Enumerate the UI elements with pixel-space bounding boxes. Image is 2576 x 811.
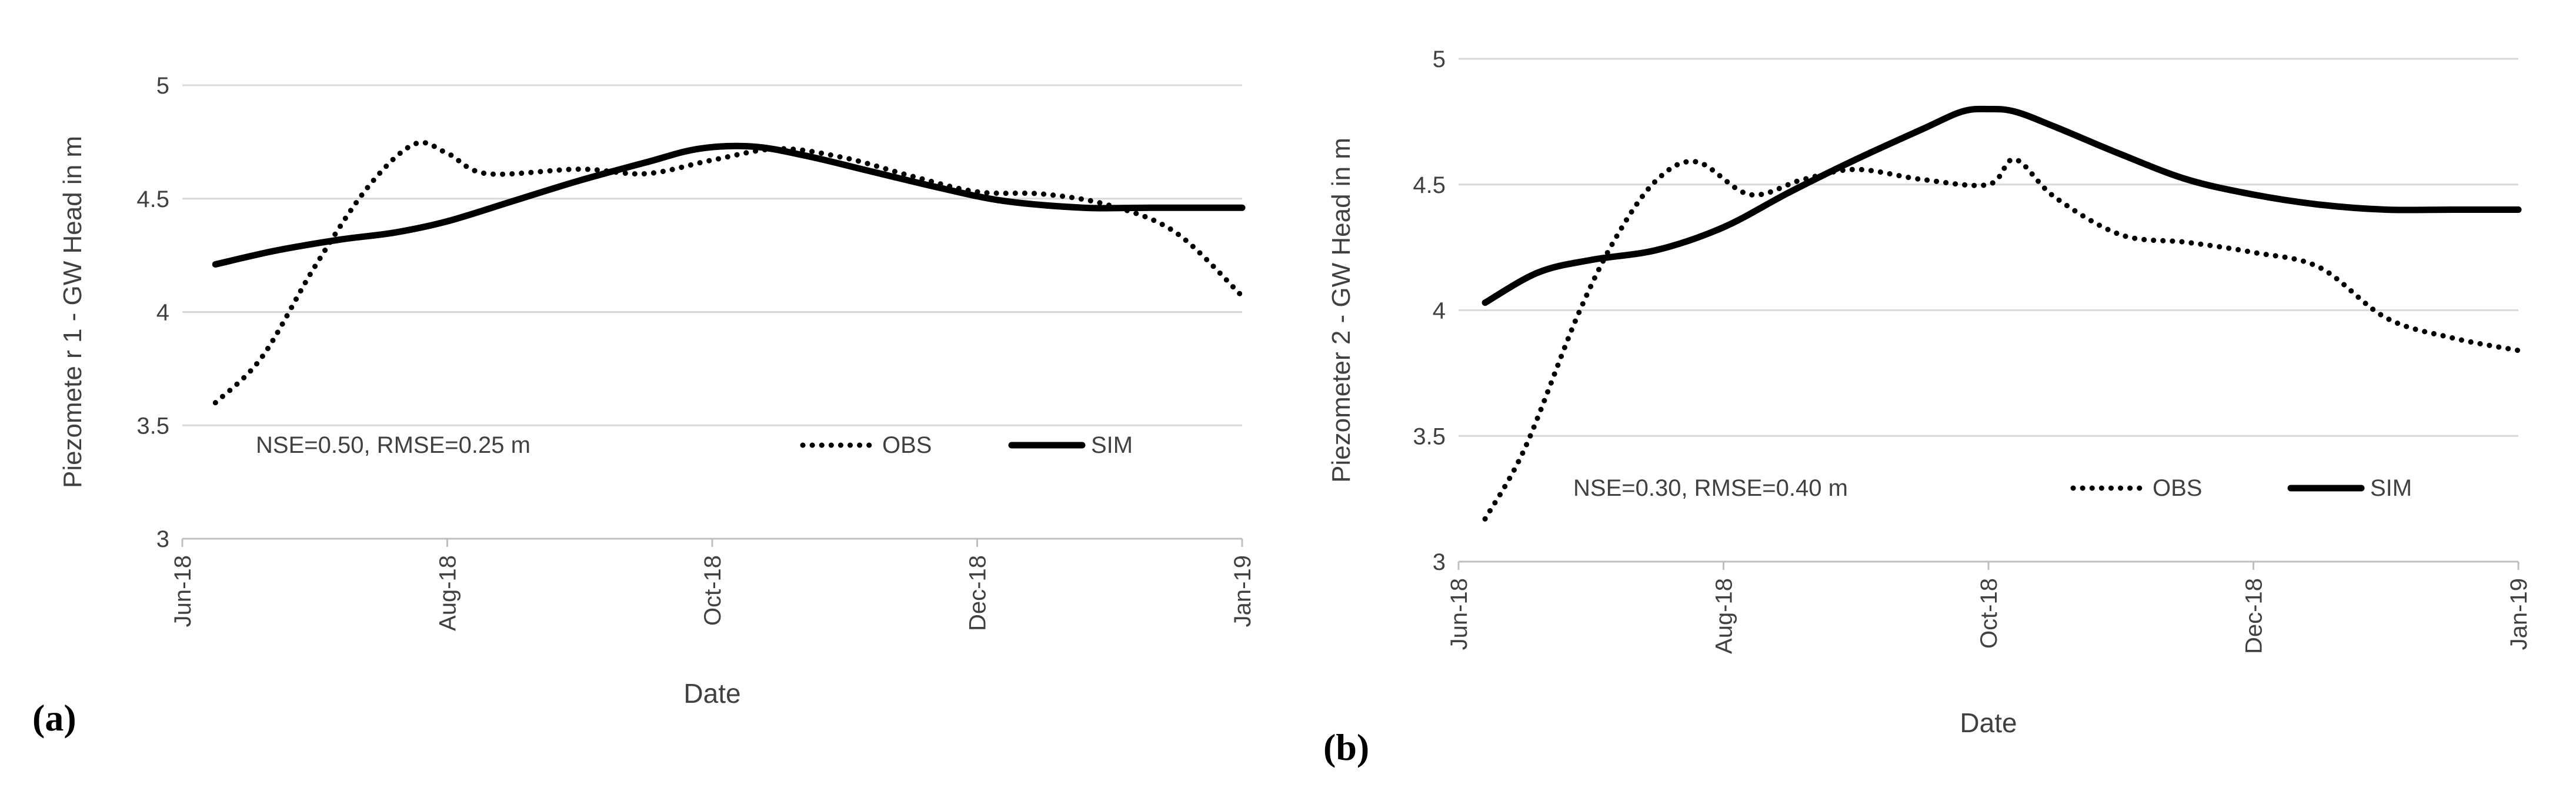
y-axis-title: Piezometer 2 - GW Head in m	[1327, 138, 1356, 483]
legend-label-sim: SIM	[2370, 475, 2412, 501]
stats-annotation: NSE=0.30, RMSE=0.40 m	[1573, 475, 1848, 501]
y-axis-title: Piezomete r 1 - GW Head in m	[58, 136, 87, 488]
series-line-sim	[1481, 105, 2522, 306]
y-tick-label: 3.5	[136, 413, 169, 439]
y-tick-label: 5	[156, 73, 169, 99]
series-line-obs	[1482, 156, 2521, 522]
stats-annotation: NSE=0.50, RMSE=0.25 m	[256, 432, 530, 458]
y-tick-label: 4.5	[1413, 172, 1446, 198]
x-tick-label: Oct-18	[1976, 578, 2002, 649]
y-tick-label: 5	[1433, 46, 1446, 72]
x-tick-label: Aug-18	[1711, 578, 1737, 654]
y-tick-label: 4.5	[136, 186, 169, 212]
x-tick-label: Jun-18	[1446, 578, 1472, 650]
x-tick-label: Oct-18	[700, 555, 726, 626]
panel-label: (b)	[1323, 726, 1369, 768]
y-tick-label: 4	[1433, 298, 1446, 324]
y-tick-label: 3.5	[1413, 423, 1446, 449]
x-tick-label: Aug-18	[435, 555, 461, 631]
series-line-obs	[212, 139, 1245, 406]
x-tick-label: Jan-19	[2506, 578, 2532, 650]
y-tick-label: 4	[156, 300, 169, 326]
x-tick-label: Dec-18	[965, 555, 991, 631]
legend-label-obs: OBS	[882, 432, 932, 458]
panel-label: (a)	[32, 697, 76, 739]
x-tick-label: Jan-19	[1230, 555, 1256, 627]
chart-panel-1: 3 3.5 4 4.5 5 Jun-18 Aug-18 Oct-18 Dec-18 Jan-19 D…	[32, 73, 1256, 739]
chart-panel-2: 3 3.5 4 4.5 5 Jun-18 Aug-18 Oct-18 Dec-18 Jan-19 D…	[1323, 46, 2532, 768]
x-axis-title: Date	[683, 678, 740, 709]
y-tick-label: 3	[1433, 549, 1446, 575]
legend-label-sim: SIM	[1091, 432, 1133, 458]
x-tick-label: Dec-18	[2241, 578, 2267, 654]
legend-label-obs: OBS	[2153, 475, 2202, 501]
x-axis-title: Date	[1960, 707, 2017, 738]
x-tick-label: Jun-18	[170, 555, 196, 627]
y-tick-label: 3	[156, 526, 169, 552]
series-line-sim	[212, 142, 1246, 268]
